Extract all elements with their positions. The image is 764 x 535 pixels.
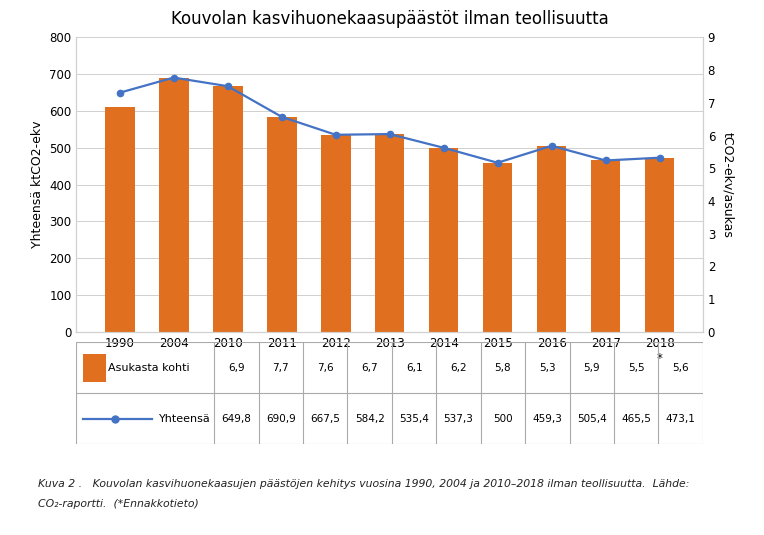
Bar <box>429 148 458 332</box>
Y-axis label: Yhteensä ktCO2-ekv: Yhteensä ktCO2-ekv <box>31 121 44 248</box>
Text: 5,9: 5,9 <box>584 363 601 373</box>
Text: 5,3: 5,3 <box>539 363 555 373</box>
Text: Kuva 2 .   Kouvolan kasvihuonekaasujen päästöjen kehitys vuosina 1990, 2004 ja 2: Kuva 2 . Kouvolan kasvihuonekaasujen pää… <box>38 479 690 489</box>
Text: 5,8: 5,8 <box>494 363 511 373</box>
Text: 690,9: 690,9 <box>266 414 296 424</box>
Bar <box>483 163 513 332</box>
Text: 505,4: 505,4 <box>577 414 607 424</box>
Text: Yhteensä: Yhteensä <box>159 414 211 424</box>
Text: 584,2: 584,2 <box>354 414 384 424</box>
Text: 5,6: 5,6 <box>672 363 689 373</box>
Text: 6,1: 6,1 <box>406 363 422 373</box>
Text: 465,5: 465,5 <box>621 414 651 424</box>
Text: 7,7: 7,7 <box>273 363 289 373</box>
Text: 500: 500 <box>494 414 513 424</box>
Text: CO₂-raportti.  (*Ennakkotieto): CO₂-raportti. (*Ennakkotieto) <box>38 499 199 509</box>
Text: 6,9: 6,9 <box>228 363 244 373</box>
Bar <box>375 134 404 332</box>
Bar <box>645 158 675 332</box>
Text: 6,7: 6,7 <box>361 363 378 373</box>
Bar <box>591 160 620 332</box>
Text: 667,5: 667,5 <box>310 414 340 424</box>
Title: Kouvolan kasvihuonekaasupäästöt ilman teollisuutta: Kouvolan kasvihuonekaasupäästöt ilman te… <box>171 10 608 28</box>
Text: 7,6: 7,6 <box>317 363 334 373</box>
Bar <box>83 354 106 382</box>
Text: 649,8: 649,8 <box>222 414 251 424</box>
Bar <box>537 146 566 332</box>
Text: 5,5: 5,5 <box>628 363 645 373</box>
Text: 535,4: 535,4 <box>400 414 429 424</box>
Bar <box>321 135 351 332</box>
Y-axis label: tCO2-ekv/asukas: tCO2-ekv/asukas <box>722 132 735 238</box>
Bar <box>159 78 189 332</box>
Text: Asukasta kohti: Asukasta kohti <box>108 363 189 373</box>
Text: 459,3: 459,3 <box>533 414 562 424</box>
Text: 6,2: 6,2 <box>450 363 467 373</box>
Bar <box>213 86 242 332</box>
Bar <box>267 117 296 332</box>
Bar <box>105 107 134 332</box>
Text: 473,1: 473,1 <box>665 414 695 424</box>
Text: 537,3: 537,3 <box>444 414 474 424</box>
